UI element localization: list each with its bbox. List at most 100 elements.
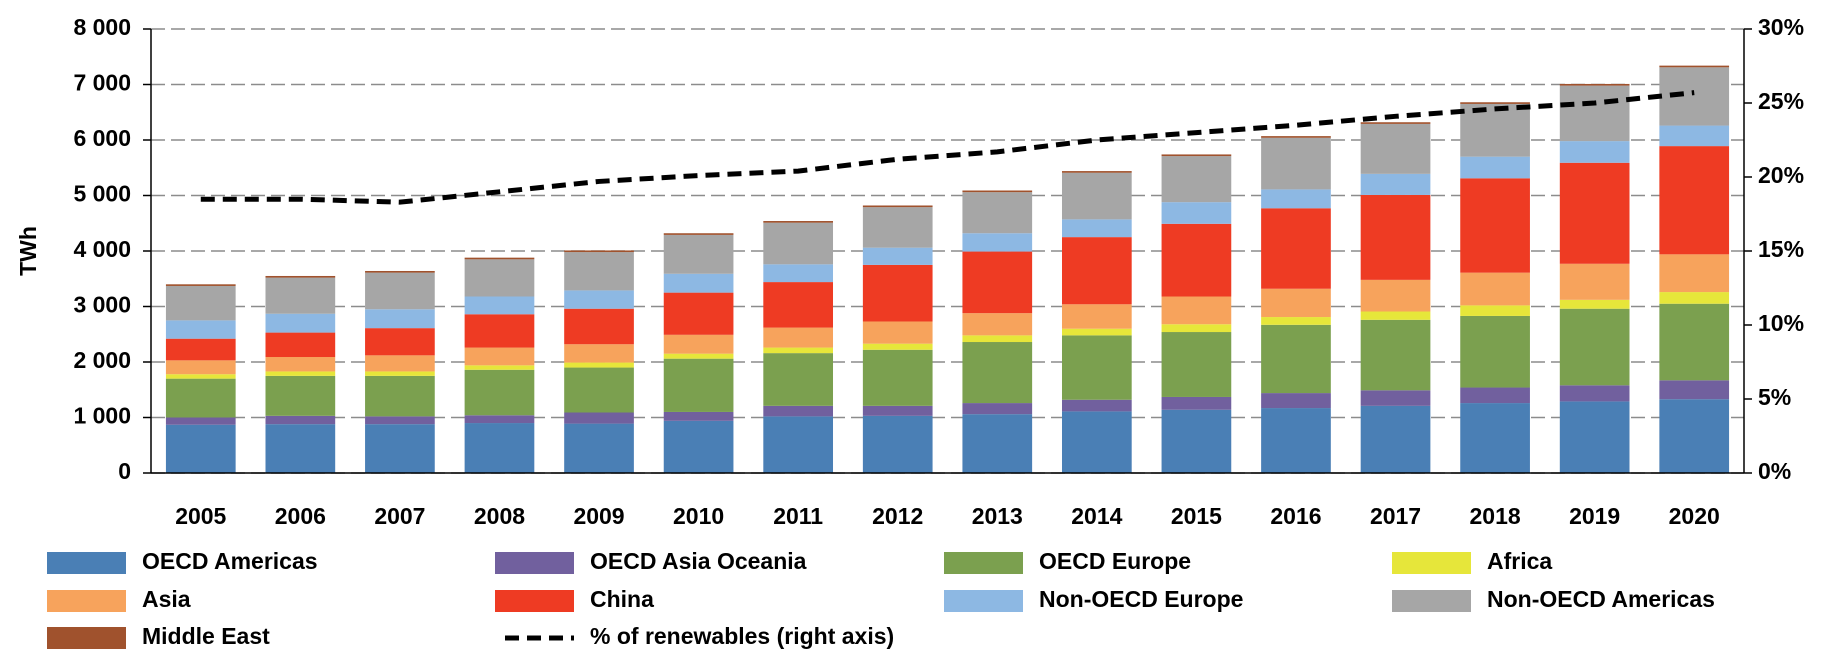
y2-tick-label: 0% [1758,458,1791,484]
bar-segment [1659,254,1730,293]
y2-tick-label: 5% [1758,384,1791,410]
bar-segment [862,415,933,473]
x-tick-label: 2014 [1071,503,1122,529]
bar-segment [265,371,336,376]
bar-segment [564,344,634,363]
bar-segment [464,257,535,260]
legend-label: OECD Americas [142,548,318,574]
bar-segment [165,417,236,425]
bar-segment [862,207,933,248]
bar-segment [1460,156,1530,179]
bar-segment [1360,279,1431,312]
x-tick-label: 2006 [275,503,326,529]
bar-segment [1161,324,1232,333]
y-tick-label: 5 000 [73,181,131,207]
bar-segment [962,233,1033,252]
bar-segment [265,375,336,416]
bar-segment [1161,202,1232,224]
bar-segment [663,411,734,421]
legend-swatch [1392,590,1471,612]
bar-segment [1659,292,1730,304]
bar-segment [165,378,236,418]
legend-swatch [495,590,574,612]
bar-segment [1261,137,1331,190]
bar-segment [1261,136,1331,138]
bar-segment [265,424,336,473]
bar-segment [1261,208,1331,289]
bar-segment [265,357,336,372]
legend-label: Non-OECD Europe [1039,586,1243,612]
bar-segment [165,320,236,339]
bar-segment [1061,328,1132,336]
bar-segment [1559,401,1630,473]
bar-segment [962,190,1033,193]
bar-segment [1161,409,1232,473]
legend-label: China [590,586,654,612]
legend-swatch [1392,552,1471,574]
bar-segment [1360,194,1431,280]
bar-segment [464,365,535,370]
legend-swatch [47,627,126,649]
bar-segment [365,424,435,473]
bar-segment [1261,393,1331,409]
bar-segment [1261,324,1331,394]
bar-segment [663,292,734,335]
y-tick-label: 6 000 [73,125,131,151]
bar-segment [1659,303,1730,381]
bar-segment [365,328,435,356]
bar-segment [663,233,734,235]
bar-segment [464,347,535,366]
x-tick-label: 2013 [972,503,1023,529]
bar-segment [1061,335,1132,400]
bar-segment [962,192,1033,234]
x-tick-label: 2017 [1370,503,1421,529]
bar-segment [1161,156,1232,203]
bar-segment [464,314,535,348]
bar-segment [1460,178,1530,273]
bar-segment [365,371,435,376]
bar-segment [464,296,535,315]
legend-swatch [47,552,126,574]
bar-segment [1659,380,1730,400]
bar-segment [165,424,236,473]
bar-segment [1360,405,1431,473]
bar-segment [365,375,435,417]
bar-segment [265,332,336,358]
bar-segment [962,342,1033,404]
bar-segment [1460,272,1530,306]
bar-segment [1061,411,1132,473]
bar-segment [1559,162,1630,264]
bar-segment [1261,317,1331,325]
bar-segment [1360,173,1431,195]
y2-tick-label: 30% [1758,14,1804,40]
x-tick-label: 2015 [1171,503,1222,529]
bar-segment [1659,125,1730,147]
bar-segment [1460,387,1530,404]
bar-segment [862,205,933,208]
bar-segment [1559,263,1630,300]
bar-segment [365,355,435,372]
bar-segment [1360,390,1431,406]
bar-segment [1061,171,1132,173]
legend-swatch [495,552,574,574]
bar-segment [763,416,834,473]
legend-label: OECD Europe [1039,548,1191,574]
bar-segment [1061,172,1132,220]
bar-segment [1659,67,1730,126]
bar-segment [1460,102,1530,104]
bar-segment [962,313,1033,336]
bar-segment [564,423,634,473]
bar-segment [1559,141,1630,163]
bar-segment [763,405,834,417]
bar-segment [1161,223,1232,297]
bar-segment [365,416,435,425]
bar-segment [265,277,336,314]
bar-segment [763,221,834,223]
bar-segment [464,415,535,424]
legend-swatch [47,590,126,612]
bar-segment [962,251,1033,314]
bar-segment [663,353,734,359]
legend-label: Asia [142,586,191,612]
bar-segment [165,285,236,321]
bar-segment [564,308,634,345]
